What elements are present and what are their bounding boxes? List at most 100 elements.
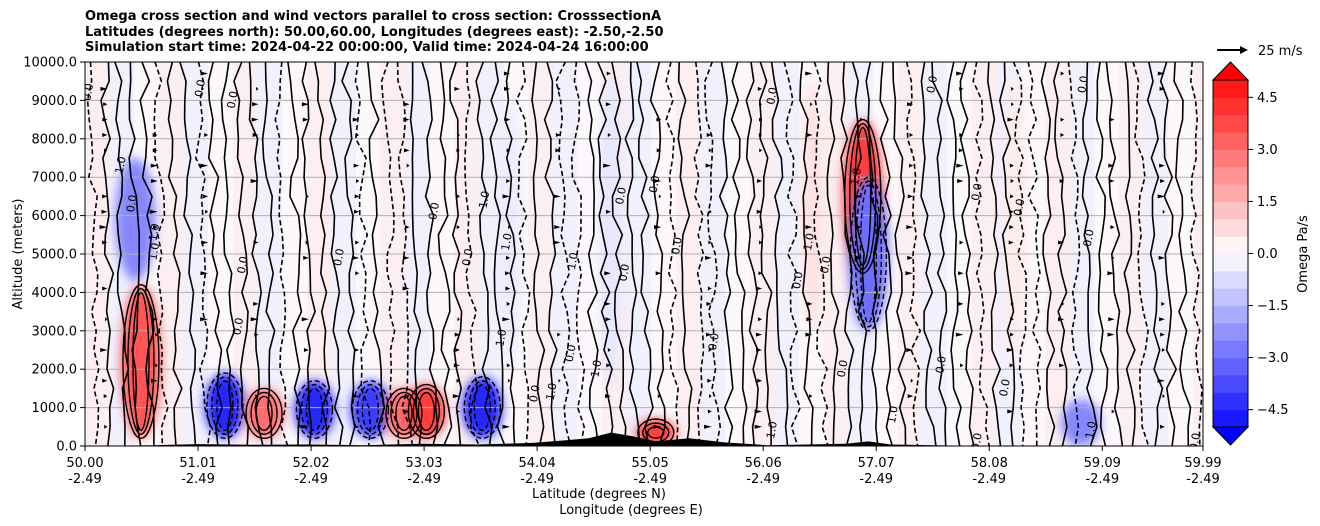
contour-line (920, 62, 937, 446)
wind-arrow (354, 424, 360, 429)
contour-label: 0.0 (924, 75, 940, 94)
contour-labels: 0.01.00.01.01.00.00.00.00.0 0.00.00.01.01… (85, 75, 1203, 446)
contour-line (1159, 62, 1178, 446)
wind-arrow (508, 163, 511, 168)
wind-arrow (959, 86, 964, 91)
x-tick-label-lon: -2.49 (1085, 472, 1119, 487)
wind-arrow (1059, 363, 1065, 368)
contour-line (248, 62, 264, 446)
wind-arrow (305, 194, 309, 199)
contour-ring (390, 391, 418, 436)
wind-arrow (1159, 163, 1165, 168)
wind-arrow (552, 194, 561, 199)
wind-arrow (100, 348, 108, 352)
wind-arrow (101, 209, 108, 214)
wind-arrow (905, 271, 914, 276)
contour-line (489, 62, 506, 446)
contour-line (1027, 62, 1042, 446)
wind-arrow (605, 394, 611, 399)
wind-arrow (506, 179, 511, 184)
contour-ring (395, 395, 413, 432)
wind-arrow (1108, 163, 1115, 168)
wind-arrow (653, 424, 662, 429)
colorbar-bin (1213, 340, 1248, 359)
wind-arrow (756, 348, 763, 352)
wind-vector-arrows (99, 71, 1165, 429)
x-tick-label-lat: 59.09 (1084, 456, 1121, 471)
colorbar-bin (1213, 270, 1248, 289)
wind-arrow (250, 179, 259, 184)
contour-label: 0.0 (969, 182, 985, 201)
wind-arrow (707, 286, 712, 291)
colorbar-bin (1213, 374, 1248, 393)
wind-arrow (102, 117, 108, 122)
wind-arrow (402, 255, 410, 260)
wind-arrow (153, 225, 158, 230)
contour-line (959, 62, 975, 446)
wind-arrow (1160, 179, 1165, 184)
contour-ring (255, 395, 273, 432)
contour-ring (300, 384, 329, 436)
title-line-2: Latitudes (degrees north): 50.00,60.00, … (85, 24, 664, 40)
contour-line (665, 62, 679, 446)
wind-arrow (1008, 240, 1014, 245)
wind-arrow (806, 317, 813, 322)
wind-arrow (355, 240, 360, 245)
wind-arrow (1007, 117, 1014, 122)
wind-arrow (155, 332, 158, 337)
wind-arrow (1010, 301, 1014, 306)
wind-arrow (205, 209, 209, 214)
wind-arrow (708, 148, 712, 153)
y-tick-label: 10000.0 (23, 56, 77, 71)
contour-label: 0.0 (192, 79, 208, 98)
wind-arrow (1109, 117, 1115, 122)
colorbar-bin (1213, 288, 1248, 307)
wind-arrow (457, 132, 460, 137)
colorbar-bin (1213, 218, 1248, 237)
contour-label: 1.0 (1083, 420, 1099, 439)
contour-line (1081, 62, 1098, 446)
wind-arrow (1010, 332, 1014, 337)
contour-label: 1.0 (801, 232, 817, 251)
wind-arrow (653, 179, 662, 184)
y-tick-label: 2000.0 (32, 363, 78, 378)
x-tick-label-lon: -2.49 (1186, 472, 1220, 487)
wind-arrow (1110, 225, 1115, 230)
contour-line (1173, 62, 1192, 446)
wind-arrow (909, 163, 914, 168)
wind-arrow (503, 71, 511, 76)
wind-arrow (655, 271, 662, 276)
title-line-3: Simulation start time: 2024-04-22 00:00:… (85, 40, 649, 55)
x-tick-label-lon: -2.49 (972, 472, 1006, 487)
contour-ring (849, 122, 877, 270)
omega-cell (598, 69, 623, 389)
wind-arrow (1006, 348, 1014, 352)
y-tick-label: 6000.0 (32, 209, 78, 224)
wind-arrow (758, 271, 763, 276)
contour-line (1067, 62, 1082, 446)
x-tick-label-lon: -2.49 (181, 472, 215, 487)
contour-line (758, 62, 773, 446)
wind-arrow (250, 317, 259, 322)
wind-arrow (1059, 179, 1065, 184)
wind-arrow (906, 348, 914, 352)
wind-arrow (1162, 394, 1165, 399)
omega-cell (800, 81, 825, 331)
contour-line (261, 62, 276, 446)
wind-arrow (959, 363, 964, 368)
contour-line (1012, 62, 1028, 446)
x-tick-label-lat: 59.99 (1184, 456, 1221, 471)
wind-arrow (956, 163, 964, 168)
wind-arrow (759, 102, 763, 107)
contour-line (341, 62, 356, 446)
wind-arrow (805, 71, 813, 76)
wind-arrow (105, 317, 108, 322)
wind-arrow (403, 117, 410, 122)
wind-arrow (1111, 409, 1115, 414)
contour-line (813, 62, 829, 446)
contour-ring (132, 292, 150, 432)
contour-label: 1.0 (493, 328, 509, 347)
contour-line (449, 62, 463, 446)
contour-line (1105, 62, 1124, 446)
contour-line (865, 62, 879, 446)
